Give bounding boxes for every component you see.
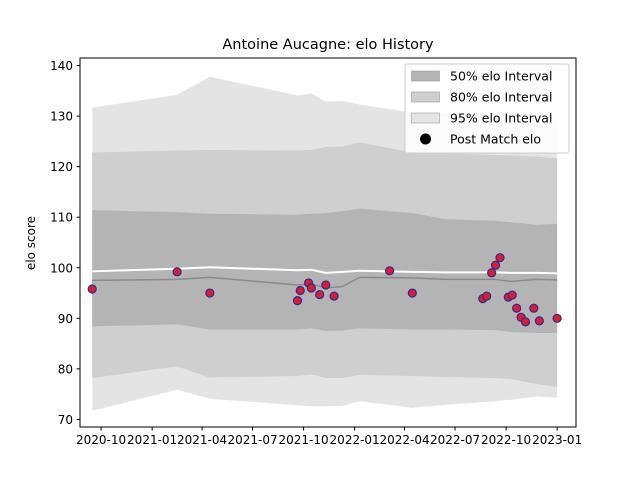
post-match-elo-point: [512, 303, 522, 313]
axes-frame: [79, 57, 577, 428]
legend-label: 95% elo Interval: [450, 111, 552, 126]
x-tick-label: 2021-10: [279, 433, 329, 447]
post-match-elo-point: [205, 288, 215, 298]
post-match-elo-point: [520, 317, 531, 327]
post-match-elo-point: [482, 291, 492, 301]
x-tick-label: 2022-10: [481, 433, 531, 447]
y-tick-label: 100: [50, 261, 73, 275]
post-match-elo-point: [292, 296, 303, 306]
x-tick-label: 2021-07: [227, 433, 277, 447]
post-match-elo-point: [407, 288, 417, 298]
legend: 50% elo Interval 80% elo Interval 95% elo …: [404, 63, 570, 154]
post-match-elo-point: [329, 291, 339, 301]
post-match-elo-point: [495, 253, 505, 263]
y-tick-label: 130: [50, 110, 73, 124]
y-tick-label: 90: [58, 312, 73, 326]
post-match-elo-point: [321, 280, 331, 290]
x-tick-label: 2020-10: [76, 433, 126, 447]
y-axis-label: elo score: [24, 216, 38, 270]
y-tick-label: 120: [50, 160, 73, 174]
legend-label: 80% elo Interval: [450, 90, 552, 105]
post-match-elo-point: [172, 267, 182, 277]
x-tick-label: 2022-04: [379, 433, 429, 447]
legend-point-marker: [420, 133, 431, 145]
legend-swatch: [411, 112, 440, 124]
post-match-elo-point: [552, 313, 562, 323]
upper-elo-line: [92, 266, 558, 275]
chart-title: Antoine Aucagne: elo History: [222, 37, 434, 53]
mean-elo-line: [92, 276, 558, 289]
post-match-elo-point: [315, 289, 325, 300]
x-tick-label: 2021-01: [127, 433, 177, 447]
band-50-interval: [92, 208, 558, 333]
post-match-elo-point: [487, 268, 497, 278]
x-tick-label: 2022-07: [430, 433, 480, 447]
legend-label: 50% elo Interval: [450, 69, 552, 84]
legend-swatch: [411, 70, 440, 82]
legend-label: Post Match elo: [450, 132, 541, 147]
y-tick-label: 70: [58, 413, 73, 427]
post-match-elo-point: [306, 283, 316, 293]
y-tick-label: 80: [58, 362, 73, 376]
y-tick-label: 110: [50, 211, 73, 225]
y-tick-label: 140: [50, 59, 73, 73]
legend-frame: [404, 63, 570, 154]
x-tick-label: 2021-04: [177, 433, 227, 447]
x-tick-label: 2023-01: [532, 433, 582, 447]
post-match-elo-point: [529, 303, 539, 313]
post-match-elo-point: [384, 266, 395, 276]
post-match-elo-point: [295, 285, 305, 296]
post-match-elo-point: [507, 290, 517, 300]
x-tick-label: 2022-01: [330, 433, 380, 447]
post-match-elo-point: [87, 284, 97, 294]
legend-swatch: [411, 91, 440, 103]
post-match-elo-point: [490, 260, 501, 270]
post-match-elo-point: [534, 316, 544, 326]
